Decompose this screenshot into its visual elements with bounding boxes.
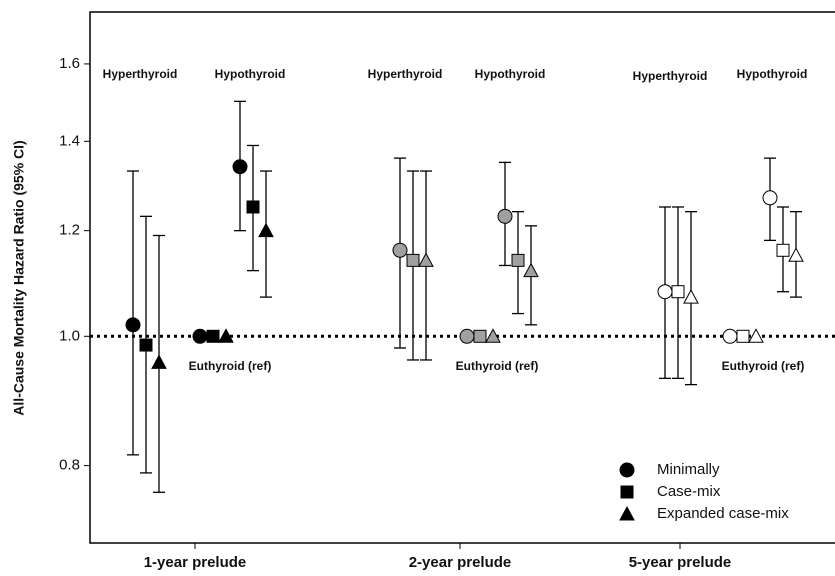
- y-axis-label: All-Cause Mortality Hazard Ratio (95% CI…: [11, 140, 27, 415]
- subgroup-label: Hyperthyroid: [103, 67, 178, 81]
- subgroup-label: Hyperthyroid: [368, 67, 443, 81]
- point: [192, 328, 208, 344]
- point: [748, 328, 764, 343]
- point: [232, 159, 248, 175]
- subgroup-label: Euthyroid (ref): [456, 359, 539, 373]
- legend-label: Minimally: [657, 461, 720, 478]
- legend-label: Case-mix: [657, 483, 721, 500]
- point: [657, 284, 673, 300]
- error-bar: [127, 170, 139, 456]
- point: [523, 262, 539, 278]
- point: [497, 208, 513, 224]
- subgroup-label: Hypothyroid: [475, 67, 546, 81]
- subgroup-label: Hyperthyroid: [633, 69, 708, 83]
- y-tick-label: 0.8: [59, 457, 80, 474]
- point: [511, 253, 525, 267]
- point: [218, 328, 234, 343]
- x-tick-label: 2-year prelude: [409, 554, 512, 571]
- point: [418, 252, 434, 267]
- point: [151, 354, 167, 369]
- point: [671, 285, 685, 299]
- point: [406, 253, 420, 267]
- plot-frame: [89, 11, 835, 544]
- point: [473, 329, 487, 343]
- point: [776, 243, 790, 257]
- point: [392, 242, 408, 258]
- subgroup-label: Euthyroid (ref): [189, 359, 272, 373]
- x-tick-label: 1-year prelude: [144, 554, 247, 571]
- point: [459, 328, 475, 344]
- y-tick-label: 1.4: [59, 132, 80, 149]
- y-tick-label: 1.0: [59, 327, 80, 344]
- point: [125, 317, 141, 333]
- y-tick-label: 1.6: [59, 55, 80, 72]
- point: [206, 329, 220, 343]
- subgroup-label: Euthyroid (ref): [722, 359, 805, 373]
- point: [788, 247, 804, 262]
- y-tick-label: 1.2: [59, 222, 80, 239]
- point: [246, 200, 260, 214]
- point: [258, 222, 274, 238]
- legend-marker: [620, 485, 634, 499]
- point: [485, 328, 501, 343]
- subgroup-label: Hypothyroid: [737, 67, 808, 81]
- legend-marker: [619, 505, 635, 521]
- legend-marker: [619, 462, 635, 478]
- x-tick-label: 5-year prelude: [629, 554, 732, 571]
- point: [762, 190, 778, 206]
- point: [683, 289, 699, 304]
- subgroup-label: Hypothyroid: [215, 67, 286, 81]
- point: [736, 329, 750, 343]
- legend-label: Expanded case-mix: [657, 505, 789, 522]
- point: [722, 328, 738, 344]
- point: [139, 338, 153, 352]
